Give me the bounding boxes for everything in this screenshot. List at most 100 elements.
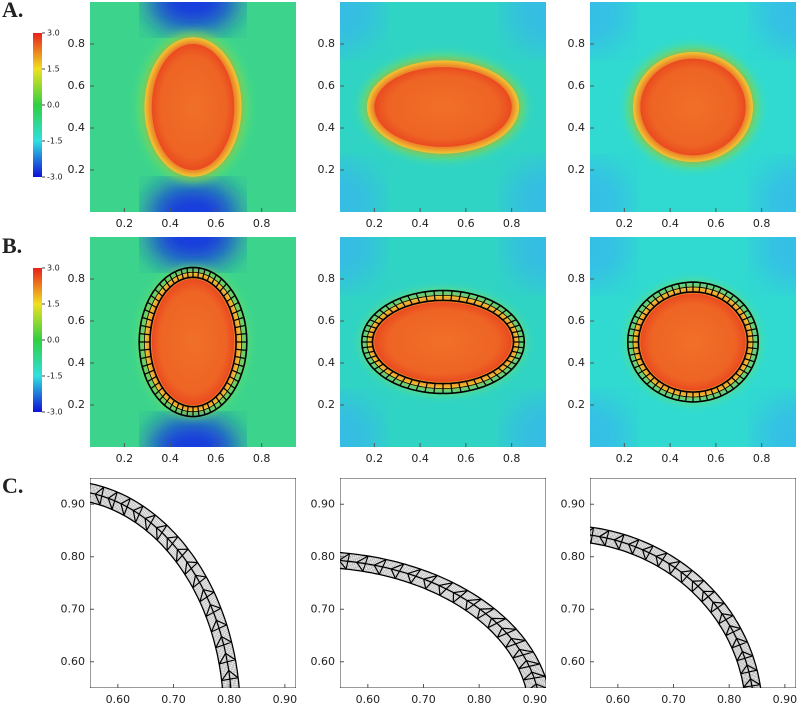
colorbar: [33, 33, 42, 177]
colorbar-tick-label: 1.5: [47, 65, 60, 74]
y-tick-label: 0.70: [561, 602, 586, 615]
y-tick-label: 0.8: [318, 272, 336, 285]
y-tick-label: 0.2: [568, 398, 586, 411]
y-tick-label: 0.4: [68, 356, 86, 369]
x-tick-label: 0.70: [411, 693, 436, 703]
x-tick-label: 0.90: [773, 693, 798, 703]
colorbar-tick-label: 3.0: [47, 29, 60, 38]
panel-label: C.: [2, 473, 23, 498]
x-tick-label: 0.8: [753, 217, 771, 230]
low-region: [756, 161, 796, 212]
x-tick-label: 0.6: [457, 452, 475, 465]
x-tick-label: 0.4: [411, 452, 429, 465]
y-tick-label: 0.80: [561, 550, 586, 563]
y-tick-label: 0.8: [318, 37, 336, 50]
y-tick-label: 0.60: [61, 655, 86, 668]
low-region: [590, 396, 630, 447]
x-tick-label: 0.8: [253, 452, 271, 465]
panel: [90, 2, 296, 212]
low-region: [756, 2, 796, 53]
low-region: [340, 2, 380, 53]
y-tick-label: 0.4: [568, 121, 586, 134]
y-tick-label: 0.6: [568, 79, 586, 92]
y-tick-label: 0.4: [318, 121, 336, 134]
y-tick-label: 0.60: [311, 655, 336, 668]
core: [151, 44, 235, 170]
low-region: [148, 237, 238, 267]
low-region: [148, 182, 238, 212]
colorbar: [33, 268, 42, 412]
mesh-radial: [361, 290, 525, 394]
x-tick-label: 0.8: [503, 217, 521, 230]
core: [151, 279, 235, 405]
x-tick-label: 0.80: [217, 693, 242, 703]
panel-label: A.: [2, 0, 23, 22]
panel: [590, 478, 796, 688]
y-tick-label: 0.90: [561, 497, 586, 510]
colorbar-tick-label: -1.5: [47, 372, 63, 381]
y-tick-label: 0.6: [68, 314, 86, 327]
cell-radial: [590, 527, 761, 688]
x-tick-label: 0.6: [707, 452, 725, 465]
x-tick-label: 0.70: [661, 693, 686, 703]
x-tick-label: 0.2: [366, 452, 384, 465]
x-tick-label: 0.60: [356, 693, 381, 703]
x-tick-label: 0.2: [616, 217, 634, 230]
mesh-radial: [627, 282, 759, 402]
core: [640, 293, 746, 391]
x-tick-label: 0.2: [116, 217, 134, 230]
x-tick-label: 0.8: [253, 217, 271, 230]
y-tick-label: 0.6: [568, 314, 586, 327]
mesh-inner: [149, 276, 237, 408]
low-region: [506, 396, 546, 447]
x-tick-label: 0.80: [717, 693, 742, 703]
y-tick-label: 0.2: [318, 398, 336, 411]
x-tick-label: 0.4: [411, 217, 429, 230]
cell-radial: [340, 553, 546, 688]
x-tick-label: 0.2: [366, 217, 384, 230]
y-tick-label: 0.6: [318, 314, 336, 327]
x-tick-label: 0.8: [503, 452, 521, 465]
x-tick-label: 0.8: [753, 452, 771, 465]
low-region: [148, 2, 238, 32]
colorbar-tick-label: -1.5: [47, 137, 63, 146]
core: [374, 67, 512, 147]
y-tick-label: 0.2: [568, 163, 586, 176]
panel-label: B.: [2, 233, 22, 258]
x-tick-label: 0.4: [661, 452, 679, 465]
cell-radial: [90, 483, 239, 688]
field: [340, 478, 546, 688]
x-tick-label: 0.6: [207, 217, 225, 230]
field: [90, 478, 296, 688]
colorbar-tick-label: 0.0: [47, 101, 60, 110]
y-tick-label: 0.4: [568, 356, 586, 369]
low-region: [590, 161, 630, 212]
y-tick-label: 0.70: [61, 602, 86, 615]
y-tick-label: 0.6: [318, 79, 336, 92]
y-tick-label: 0.4: [318, 356, 336, 369]
low-region: [756, 237, 796, 288]
x-tick-label: 0.90: [273, 693, 298, 703]
y-tick-label: 0.60: [561, 655, 586, 668]
y-tick-label: 0.90: [61, 497, 86, 510]
colorbar-tick-label: -3.0: [47, 173, 63, 182]
y-tick-label: 0.4: [68, 121, 86, 134]
x-tick-label: 0.6: [207, 452, 225, 465]
x-tick-label: 0.6: [457, 217, 475, 230]
y-tick-label: 0.8: [68, 37, 86, 50]
panel: [340, 478, 546, 688]
low-region: [340, 237, 380, 288]
low-region: [506, 237, 546, 288]
y-tick-label: 0.8: [568, 272, 586, 285]
panel: [340, 2, 546, 212]
x-tick-label: 0.2: [616, 452, 634, 465]
x-tick-label: 0.60: [606, 693, 631, 703]
x-tick-label: 0.4: [661, 217, 679, 230]
mesh-radial: [139, 267, 247, 417]
x-tick-label: 0.80: [467, 693, 492, 703]
x-tick-label: 0.2: [116, 452, 134, 465]
colorbar-tick-label: -3.0: [47, 408, 63, 417]
y-tick-label: 0.80: [311, 550, 336, 563]
y-tick-label: 0.70: [311, 602, 336, 615]
